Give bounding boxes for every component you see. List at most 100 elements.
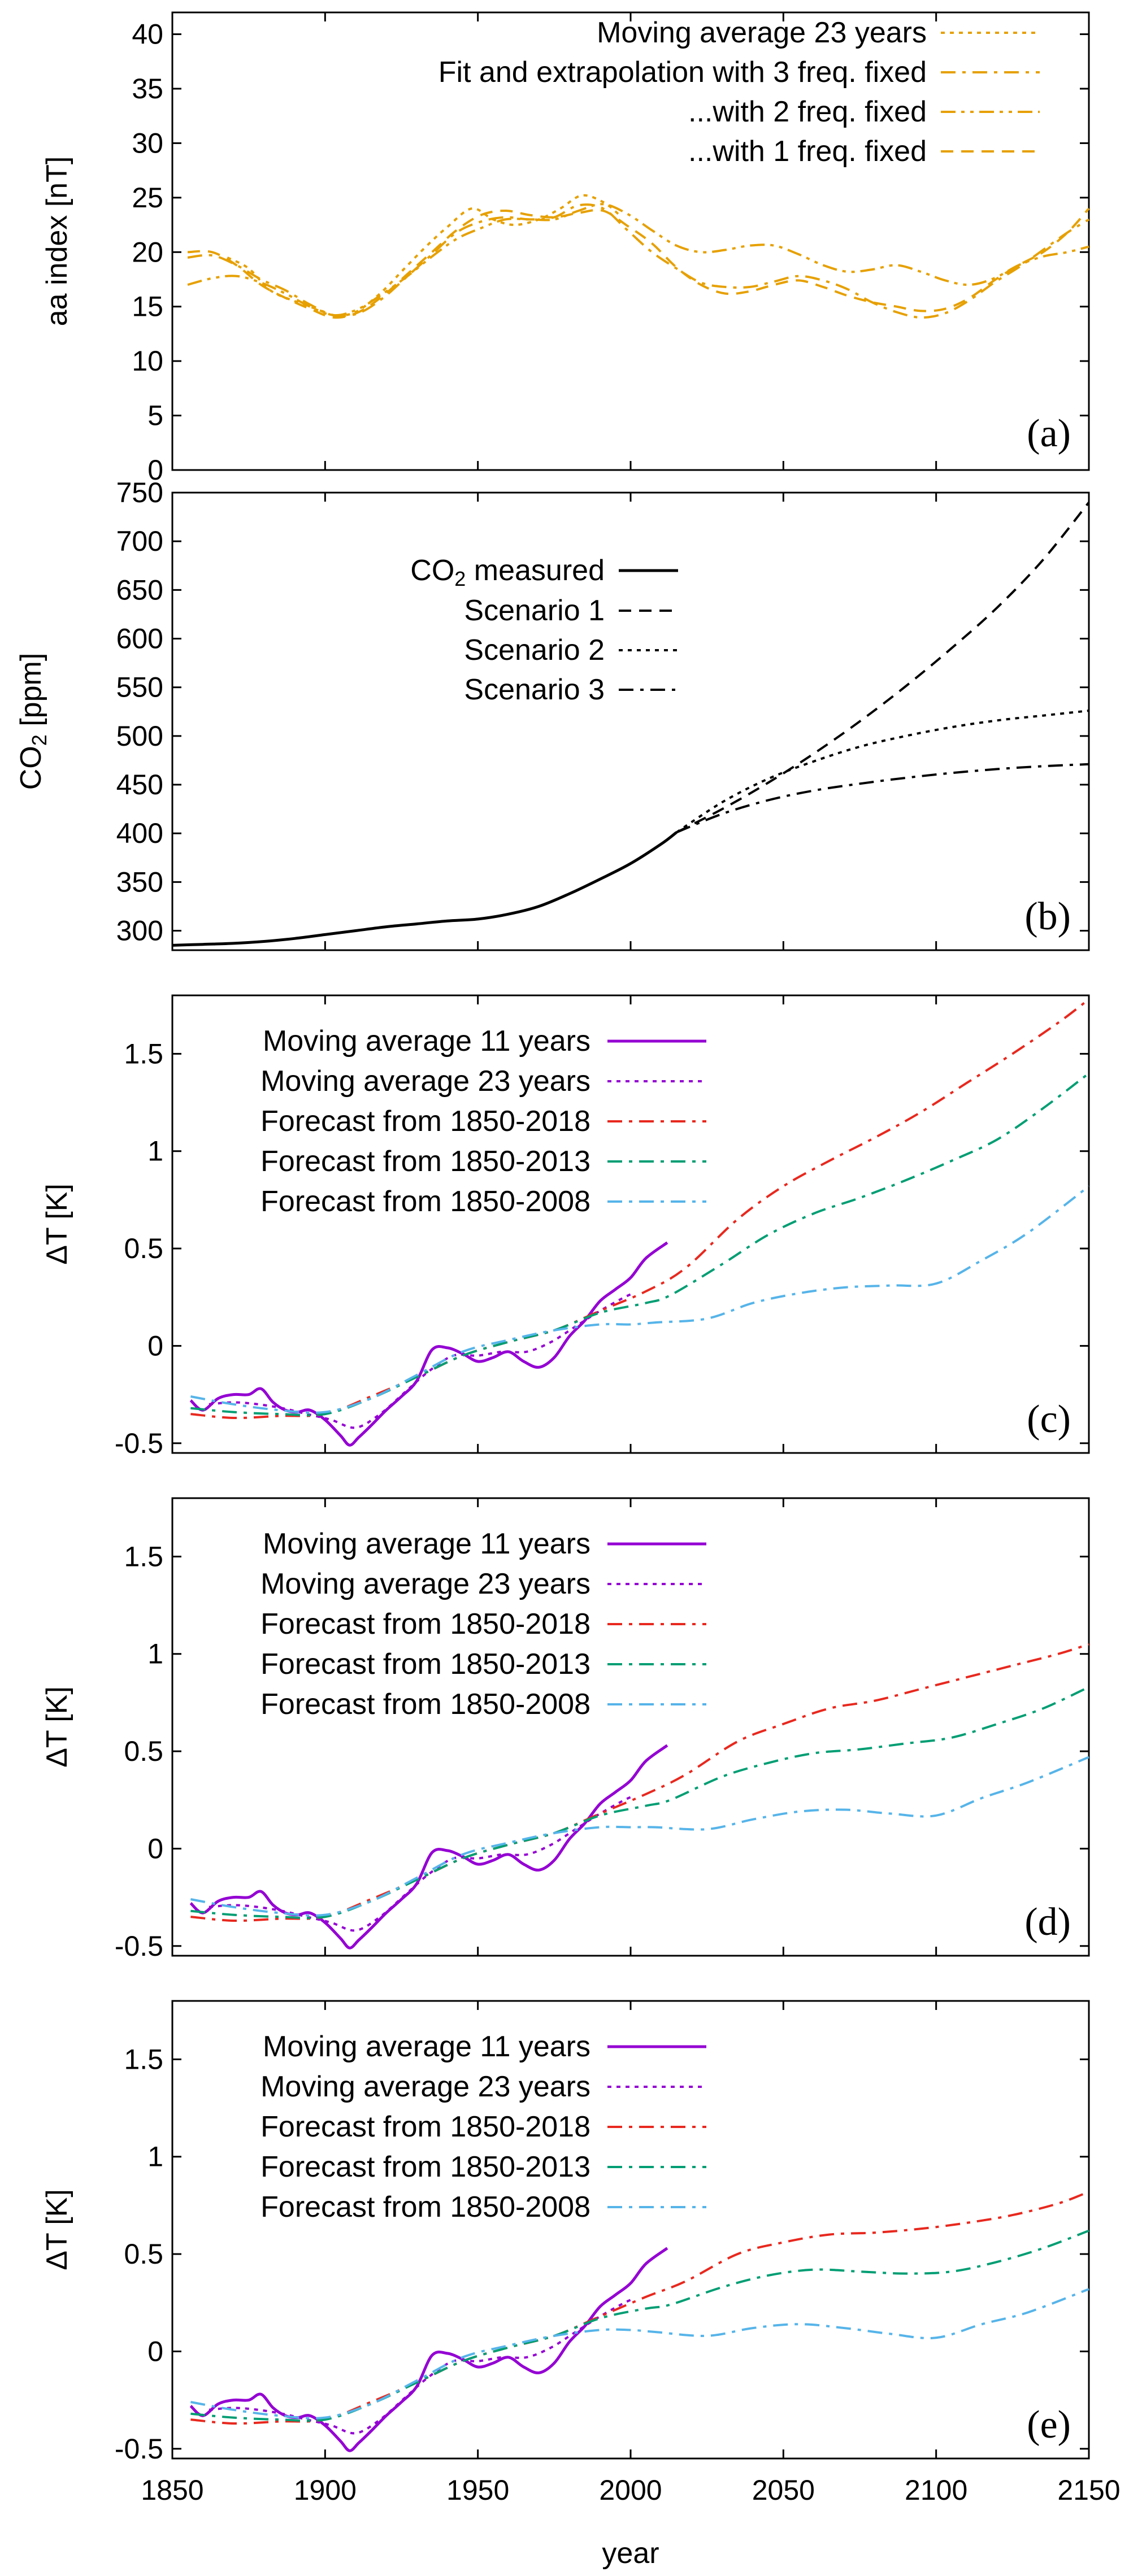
- legend-label-ma23: Moving average 23 years: [260, 2070, 590, 2103]
- legend-label-forecast-2018: Forecast from 1850-2018: [260, 2111, 590, 2143]
- x-axis-label: year: [602, 2537, 659, 2570]
- series-line-with-1-freq-fixed: [187, 207, 1090, 319]
- y-tick-label: 15: [132, 291, 163, 323]
- y-tick-label: 1.5: [124, 2043, 163, 2075]
- y-tick-label: 750: [116, 477, 163, 508]
- legend-label-ma11: Moving average 11 years: [263, 2030, 590, 2063]
- series-line-moving-average-23-years: [227, 194, 619, 317]
- panel-b-y-axis-label: CO2 [ppm]: [15, 653, 51, 790]
- y-tick-label: 450: [116, 769, 163, 800]
- panel-b-series: [172, 501, 1090, 947]
- panel-c-ticks: -0.5 0 0.5 1 1.5: [115, 995, 1090, 1459]
- series-line-scenario-2: [675, 710, 1089, 834]
- panel-e-label: (e): [1027, 2403, 1071, 2447]
- series-line-forecast-from-1850-2008: [190, 1185, 1090, 1414]
- legend-label-ma23-aa: Moving average 23 years: [597, 16, 927, 49]
- legend-label-forecast-2008: Forecast from 1850-2008: [260, 2191, 590, 2223]
- y-tick-label: 0: [147, 1330, 163, 1361]
- y-tick-label: 20: [132, 236, 163, 268]
- x-tick-label: 1850: [141, 2474, 203, 2506]
- legend-label-forecast-2008: Forecast from 1850-2008: [260, 1688, 590, 1721]
- series-line-scenario-1: [676, 501, 1090, 834]
- panel-a-aa-index: aa index [nT] (a) 0 5 10 15 20 25 30 35 40 Movin…: [41, 11, 1090, 486]
- series-line-moving-average-11-years: [189, 1744, 668, 1950]
- x-tick-label: 2100: [905, 2474, 967, 2506]
- panel-e-temperature: ΔT [K] (e) -0.5 0 0.5 1 1.5 Moving average 1…: [41, 2000, 1090, 2465]
- panel-b-legend: CO2 measured Scenario 1 Scenario 2 Scena…: [410, 554, 678, 706]
- legend-label-fit1: ...with 1 freq. fixed: [688, 135, 927, 168]
- panel-a-series: [187, 194, 1090, 319]
- series-line-forecast-from-1850-2008: [190, 2288, 1089, 2420]
- y-tick-label: 0: [147, 1833, 163, 1864]
- y-tick-label: 35: [132, 73, 163, 105]
- legend-label-scenario-2: Scenario 2: [464, 634, 605, 667]
- y-tick-label: 1: [147, 1135, 163, 1167]
- panel-e-series: [189, 2190, 1089, 2452]
- y-tick-label: -0.5: [115, 2433, 163, 2465]
- series-line-forecast-from-1850-2013: [190, 1072, 1090, 1417]
- y-tick-label: 1.5: [124, 1038, 163, 1069]
- legend-label-forecast-2018: Forecast from 1850-2018: [260, 1105, 590, 1138]
- series-line-with-2-freq-fixed: [187, 203, 1089, 317]
- legend-label-ma11: Moving average 11 years: [263, 1528, 590, 1560]
- panel-a-label: (a): [1027, 412, 1071, 455]
- panel-d-legend: Moving average 11 years Moving average 2…: [260, 1528, 706, 1721]
- panel-c-y-axis-label: ΔT [K]: [41, 1183, 73, 1265]
- y-tick-label: 10: [132, 345, 163, 377]
- legend-label-forecast-2013: Forecast from 1850-2013: [260, 1648, 590, 1681]
- panel-a-legend: Moving average 23 years Fit and extrapol…: [438, 16, 1040, 168]
- panel-c-series: [189, 998, 1090, 1447]
- y-tick-label: 300: [116, 915, 163, 947]
- series-line-forecast-from-1850-2013: [190, 2229, 1089, 2422]
- panel-a-y-axis-label: aa index [nT]: [41, 156, 73, 327]
- y-tick-label: 0.5: [124, 1233, 163, 1264]
- y-tick-label: 600: [116, 623, 163, 655]
- legend-label-ma23: Moving average 23 years: [260, 1065, 590, 1098]
- series-line-moving-average-11-years: [189, 1241, 668, 1447]
- y-tick-label: 0: [147, 454, 163, 486]
- panel-c-legend: Moving average 11 years Moving average 2…: [260, 1025, 706, 1218]
- x-tick-label: 2150: [1057, 2474, 1120, 2506]
- panel-d-label: (d): [1024, 1900, 1071, 1944]
- legend-label-scenario-1: Scenario 1: [464, 594, 605, 627]
- legend-label-forecast-2013: Forecast from 1850-2013: [260, 2151, 590, 2183]
- legend-label-ma23: Moving average 23 years: [260, 1568, 590, 1600]
- y-tick-label: -0.5: [115, 1930, 163, 1962]
- panel-d-series: [189, 1643, 1089, 1950]
- panel-e-ticks: -0.5 0 0.5 1 1.5: [115, 2001, 1090, 2465]
- panel-e-y-axis-label: ΔT [K]: [41, 2189, 73, 2270]
- panel-d-ticks: -0.5 0 0.5 1 1.5: [115, 1498, 1090, 1962]
- panel-a-ticks: 0 5 10 15 20 25 30 35 40: [132, 12, 1090, 486]
- legend-label-fit2: ...with 2 freq. fixed: [688, 95, 927, 128]
- x-tick-label: 2000: [599, 2474, 662, 2506]
- series-line-forecast-from-1850-2018: [190, 998, 1090, 1420]
- panel-e-legend: Moving average 11 years Moving average 2…: [260, 2030, 706, 2223]
- y-tick-label: 400: [116, 817, 163, 849]
- panel-c-label: (c): [1027, 1398, 1071, 1441]
- y-tick-label: 0: [147, 2335, 163, 2367]
- y-tick-label: 1.5: [124, 1541, 163, 1572]
- y-tick-label: 500: [116, 720, 163, 752]
- legend-label-forecast-2008: Forecast from 1850-2008: [260, 1185, 590, 1218]
- series-line-forecast-from-1850-2008: [190, 1756, 1089, 1917]
- legend-label-forecast-2013: Forecast from 1850-2013: [260, 1145, 590, 1178]
- panel-c-temperature: ΔT [K] (c) -0.5 0 0.5 1 1.5 Moving average 1…: [41, 994, 1090, 1459]
- panel-b-co2: CO2 [ppm] (b) 300 350 400 450 500 550 600 650 70…: [15, 477, 1090, 951]
- panel-b-ticks: 300 350 400 450 500 550 600 650 700 750: [116, 477, 1090, 950]
- y-tick-label: 30: [132, 127, 163, 159]
- series-line-scenario-3: [676, 763, 1089, 834]
- y-tick-label: 0.5: [124, 2238, 163, 2270]
- legend-label-forecast-2018: Forecast from 1850-2018: [260, 1608, 590, 1641]
- y-tick-label: 25: [132, 182, 163, 214]
- y-tick-label: 0.5: [124, 1735, 163, 1767]
- legend-label-fit3: Fit and extrapolation with 3 freq. fixed: [438, 56, 927, 89]
- y-tick-label: 350: [116, 866, 163, 898]
- panel-b-label: (b): [1024, 895, 1071, 938]
- x-tick-label: 1950: [446, 2474, 509, 2506]
- legend-label-scenario-3: Scenario 3: [464, 673, 605, 706]
- y-tick-label: 1: [147, 2141, 163, 2173]
- series-line-forecast-from-1850-2018: [190, 1643, 1089, 1922]
- y-tick-label: 700: [116, 525, 163, 557]
